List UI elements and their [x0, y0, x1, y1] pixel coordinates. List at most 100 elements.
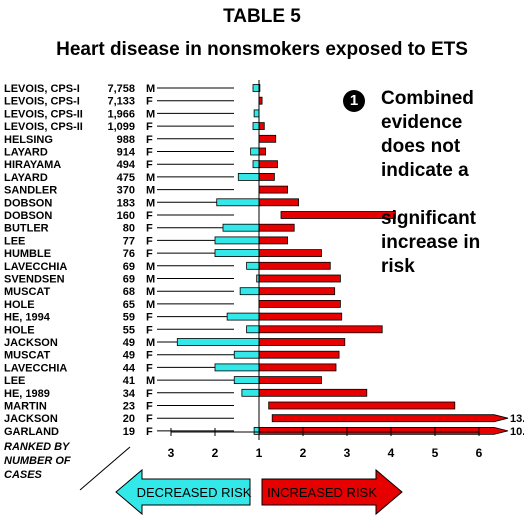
case-count: 494: [117, 159, 136, 171]
increased-risk-arrow: [261, 468, 403, 516]
increased-risk-bar: [268, 401, 456, 410]
note-line: increase in: [381, 232, 481, 253]
decreased-risk-bar: [241, 388, 260, 397]
case-count: 41: [123, 375, 135, 387]
note-line: evidence: [381, 112, 463, 133]
increased-risk-bar-truncated: [258, 427, 509, 435]
x-tick-label: 3: [344, 446, 351, 460]
ranked-pointer-line: [79, 446, 131, 491]
x-tick-label: 3: [168, 446, 175, 460]
increased-risk-bar: [258, 388, 368, 397]
study-label: MUSCAT: [4, 286, 51, 298]
study-label: HOLE: [4, 299, 35, 311]
truncated-value-label: 13.1: [510, 413, 524, 425]
sex-label: F: [146, 324, 153, 336]
sex-label: M: [146, 261, 155, 273]
sex-label: M: [146, 337, 155, 349]
increased-risk-bar: [258, 236, 289, 245]
x-tick-label: 1: [256, 446, 263, 460]
increased-risk-bar: [258, 134, 277, 143]
study-label: MUSCAT: [4, 350, 51, 362]
increased-risk-bar: [258, 338, 346, 346]
study-label: SVENDSEN: [4, 274, 65, 286]
sex-label: M: [146, 286, 155, 298]
decreased-risk-bar: [233, 350, 260, 359]
decreased-risk-label: DECREASED RISK: [137, 485, 252, 500]
ranked-label-line: RANKED BY: [4, 441, 70, 453]
case-count: 65: [123, 299, 135, 311]
increased-risk-bar: [258, 249, 322, 258]
case-count: 1,966: [107, 108, 135, 120]
decreased-risk-bar: [253, 426, 260, 435]
sex-label: F: [146, 362, 153, 374]
study-label: JACKSON: [4, 413, 58, 425]
sex-label: F: [146, 426, 153, 438]
case-count: 160: [117, 210, 135, 222]
risk-arrows: DECREASED RISK INCREASED RISK: [115, 468, 403, 516]
sex-label: F: [146, 121, 153, 133]
sex-label: F: [146, 401, 153, 413]
study-label: HIRAYAMA: [4, 159, 61, 171]
sex-label: F: [146, 96, 153, 108]
study-label: HELSING: [4, 134, 53, 146]
increased-risk-bar: [258, 185, 289, 194]
decreased-risk-bar: [246, 261, 260, 270]
bars: 13.110.5: [176, 84, 524, 438]
study-label: LAVECCHIA: [4, 261, 67, 273]
case-count: 20: [123, 413, 135, 425]
decreased-risk-bar: [252, 84, 260, 92]
decreased-risk-bar: [233, 376, 260, 385]
increased-risk-label: INCREASED RISK: [267, 485, 377, 500]
increased-risk-bar: [258, 350, 340, 359]
increased-risk-bar: [258, 325, 383, 334]
increased-risk-bar-truncated: [271, 414, 509, 423]
study-label: MARTIN: [4, 401, 47, 413]
sex-label: M: [146, 108, 155, 120]
sex-label: F: [146, 248, 153, 260]
case-count: 34: [123, 388, 136, 400]
study-label: LEVOIS, CPS-II: [4, 121, 83, 133]
case-count: 7,758: [107, 83, 135, 95]
x-tick-label: 6: [476, 446, 483, 460]
increased-risk-bar: [258, 376, 322, 385]
increased-risk-bar: [258, 198, 299, 207]
decreased-risk-bar: [214, 363, 260, 372]
study-label: BUTLER: [4, 223, 49, 235]
note-line: significant: [381, 208, 477, 229]
note-line: risk: [381, 256, 415, 277]
decreased-risk-bar: [216, 198, 260, 207]
case-count: 55: [123, 324, 135, 336]
sex-label: M: [146, 375, 155, 387]
study-label: LAYARD: [4, 172, 48, 184]
ranked-label-line: CASES: [4, 469, 42, 481]
sex-label: F: [146, 210, 153, 222]
sex-label: M: [146, 197, 155, 209]
case-count: 69: [123, 274, 135, 286]
x-tick-label: 4: [388, 446, 395, 460]
increased-risk-bar: [258, 274, 341, 283]
case-count: 76: [123, 248, 135, 260]
sex-label: F: [146, 134, 153, 146]
increased-risk-bar: [258, 147, 266, 156]
sex-label: M: [146, 274, 155, 286]
case-count: 49: [123, 350, 135, 362]
case-count: 1,099: [107, 121, 135, 133]
decreased-risk-bar: [222, 223, 260, 232]
case-count: 7,133: [107, 96, 135, 108]
decreased-risk-bar: [252, 160, 260, 169]
row-labels: LEVOIS, CPS-I 7,758 M LEVOIS, CPS-I 7,133 F LE…: [4, 83, 234, 438]
decreased-risk-bar: [214, 249, 260, 258]
study-label: DOBSON: [4, 197, 52, 209]
ranked-label-line: NUMBER OF: [4, 455, 71, 467]
decreased-risk-bar: [253, 109, 260, 118]
increased-risk-bar: [258, 223, 295, 232]
case-count: 59: [123, 312, 135, 324]
study-label: LEE: [4, 235, 25, 247]
study-label: HUMBLE: [4, 248, 51, 260]
study-label: LAYARD: [4, 147, 48, 159]
chart-subtitle: Heart disease in nonsmokers exposed to E…: [56, 39, 468, 60]
increased-risk-bar: [258, 363, 337, 372]
sex-label: F: [146, 350, 153, 362]
case-count: 69: [123, 261, 135, 273]
